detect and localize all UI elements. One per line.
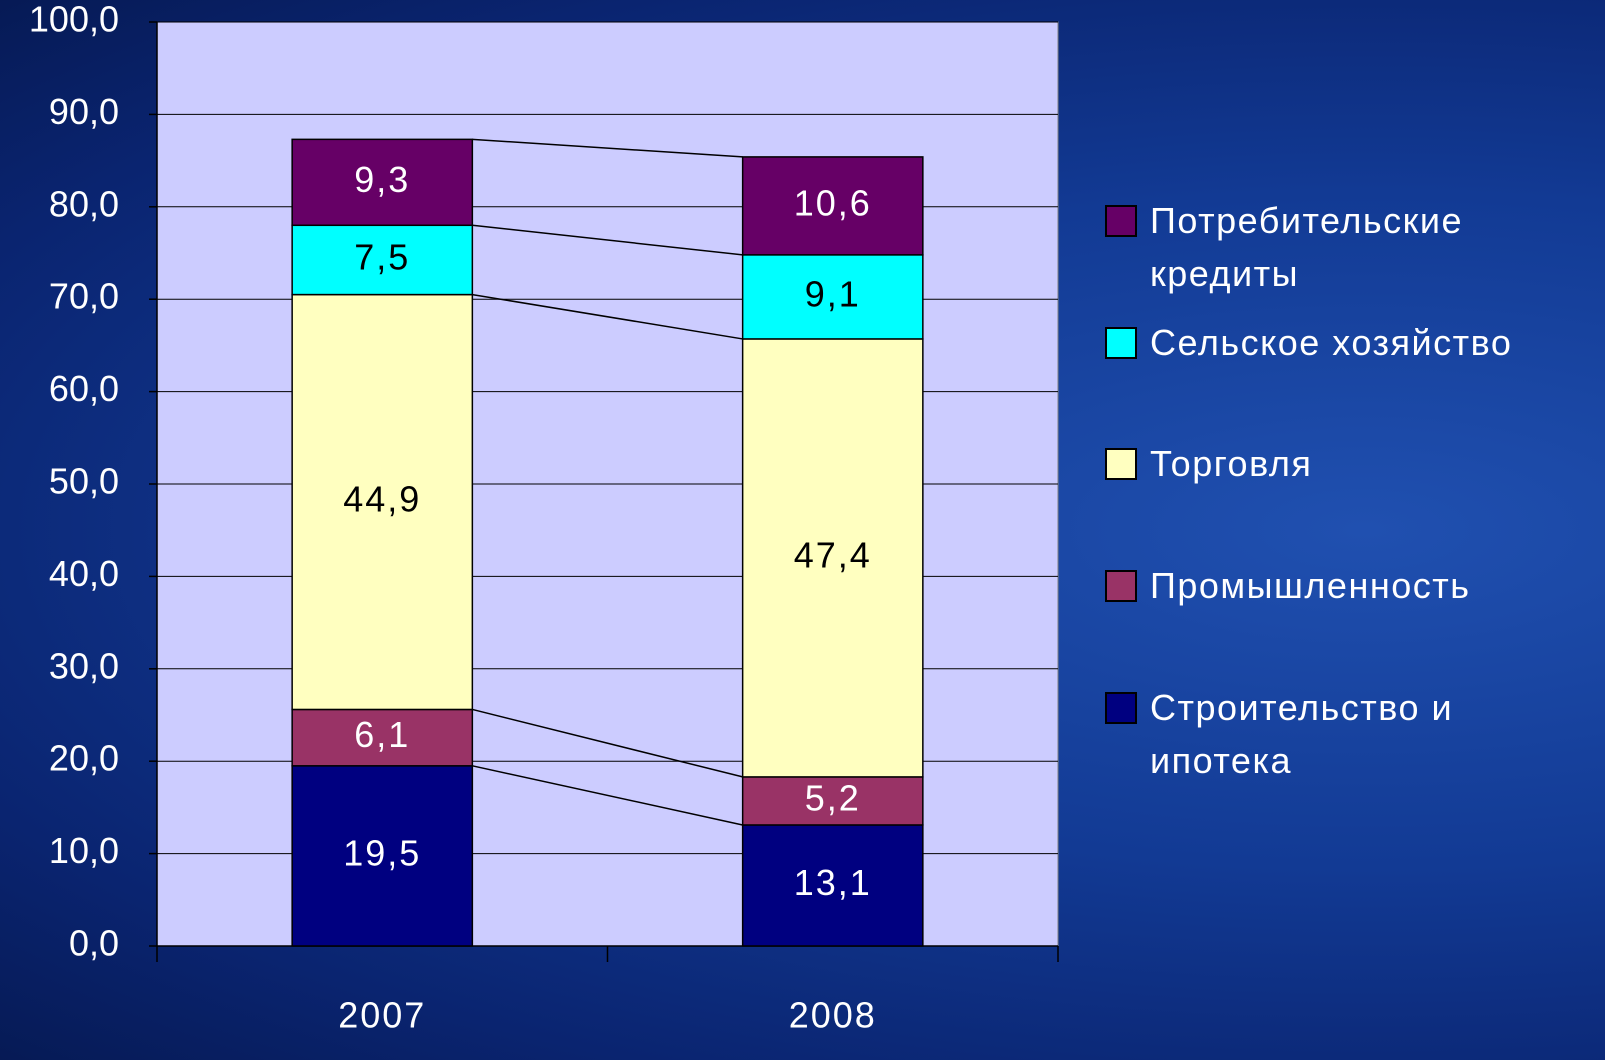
value-label: 10,6 bbox=[794, 182, 872, 223]
y-tick-label: 0,0 bbox=[69, 923, 119, 964]
bar-segment bbox=[291, 293, 474, 711]
series-line bbox=[472, 708, 743, 778]
x-tick-label: 2008 bbox=[789, 995, 877, 1036]
value-label: 47,4 bbox=[794, 534, 872, 575]
y-tick-label: 40,0 bbox=[49, 553, 119, 594]
y-tick-label: 60,0 bbox=[49, 368, 119, 409]
legend-label: Сельское хозяйство bbox=[1150, 321, 1513, 363]
y-tick-label: 10,0 bbox=[49, 830, 119, 871]
y-tick-label: 70,0 bbox=[49, 276, 119, 317]
value-label: 9,1 bbox=[805, 273, 861, 314]
bar-segment bbox=[741, 254, 924, 340]
bar-segment bbox=[741, 776, 924, 826]
y-tick-label: 20,0 bbox=[49, 738, 119, 779]
series-line bbox=[472, 293, 743, 340]
legend-swatch bbox=[1105, 691, 1137, 724]
series-line bbox=[472, 765, 743, 826]
y-tick-label: 50,0 bbox=[49, 461, 119, 502]
value-label: 9,3 bbox=[354, 159, 410, 200]
bar-segment bbox=[291, 708, 474, 767]
bar-segment bbox=[741, 156, 924, 256]
legend-label: Торговля bbox=[1150, 443, 1313, 485]
y-tick-label: 80,0 bbox=[49, 183, 119, 224]
legend-swatch bbox=[1105, 448, 1137, 481]
value-label: 13,1 bbox=[794, 862, 872, 903]
value-label: 7,5 bbox=[354, 236, 410, 277]
value-label: 44,9 bbox=[343, 479, 421, 520]
y-tick-label: 90,0 bbox=[49, 91, 119, 132]
legend-swatch bbox=[1105, 205, 1137, 237]
y-tick-label: 30,0 bbox=[49, 645, 119, 686]
y-tick-label: 100,0 bbox=[29, 0, 119, 40]
bar-segment bbox=[741, 824, 924, 947]
legend-label: Промышленность bbox=[1150, 565, 1471, 607]
legend-label: Строительство и ипотека bbox=[1150, 686, 1454, 781]
bar-segment bbox=[741, 338, 924, 778]
legend-label: Потребительские кредиты bbox=[1150, 200, 1464, 294]
series-line bbox=[472, 138, 743, 158]
bar-segment bbox=[291, 224, 474, 296]
value-label: 19,5 bbox=[343, 832, 421, 873]
x-tick-label: 2007 bbox=[338, 995, 426, 1036]
bar-segment bbox=[291, 765, 474, 947]
series-line bbox=[472, 224, 743, 256]
bar-segment bbox=[291, 138, 474, 227]
legend-swatch bbox=[1105, 326, 1137, 359]
value-label: 5,2 bbox=[805, 777, 861, 818]
value-label: 6,1 bbox=[354, 714, 410, 755]
legend-swatch bbox=[1105, 570, 1137, 603]
